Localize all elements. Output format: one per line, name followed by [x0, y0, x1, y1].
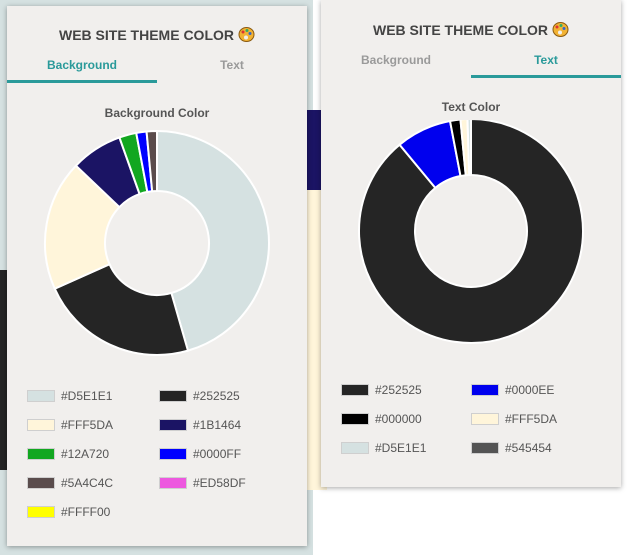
tab-text[interactable]: Text	[534, 53, 558, 67]
legend-label: #FFF5DA	[505, 412, 558, 426]
legend-label: #ED58DF	[193, 476, 246, 490]
chart-title: Background Color	[104, 106, 210, 120]
donut-chart	[44, 129, 270, 356]
legend-label: #FFFF00	[61, 505, 111, 519]
legend-swatch	[27, 506, 55, 518]
legend-label: #D5E1E1	[375, 441, 427, 455]
active-tab-underline	[471, 75, 621, 78]
popup-title-row: WEB SITE THEME COLOR	[321, 21, 621, 41]
legend-swatch	[471, 384, 499, 396]
chart-title: Text Color	[441, 100, 501, 114]
popup-title: WEB SITE THEME COLOR	[59, 27, 234, 43]
donut-slice-d5e1e1[interactable]	[466, 120, 472, 177]
donut-slice-5a4c4c[interactable]	[145, 129, 158, 193]
legend-swatch	[341, 413, 369, 425]
legend-swatch	[27, 419, 55, 431]
legend-label: #000000	[375, 412, 422, 426]
legend-label: #252525	[375, 383, 422, 397]
tab-background[interactable]: Background	[46, 58, 117, 72]
donut-chart	[358, 120, 584, 344]
theme-color-popup-text: WEB SITE THEME COLOR Background Text Tex…	[321, 0, 621, 487]
legend-swatch	[159, 419, 187, 431]
donut-slice-252525[interactable]	[53, 262, 190, 356]
legend-swatch	[471, 413, 499, 425]
legend-label: #12A720	[61, 447, 110, 461]
popup-title-row: WEB SITE THEME COLOR	[7, 26, 307, 46]
legend-swatch	[341, 442, 369, 454]
legend-label: #545454	[505, 441, 552, 455]
legend-label: #0000FF	[193, 447, 242, 461]
palette-icon	[552, 21, 569, 41]
legend-label: #5A4C4C	[61, 476, 114, 490]
legend-swatch	[159, 477, 187, 489]
legend-label: #252525	[193, 389, 240, 403]
theme-color-popup-background: WEB SITE THEME COLOR Background Text Bac…	[7, 6, 307, 546]
donut-slice-252525[interactable]	[358, 120, 584, 344]
active-tab-underline	[7, 80, 157, 83]
legend-label: #1B1464	[193, 418, 242, 432]
legend-swatch	[341, 384, 369, 396]
legend-label: #FFF5DA	[61, 418, 114, 432]
legend-swatch	[27, 390, 55, 402]
legend-swatch	[27, 448, 55, 460]
legend-label: #0000EE	[505, 383, 555, 397]
donut-slice-fff5da[interactable]	[44, 164, 121, 290]
donut-slice-d5e1e1[interactable]	[156, 129, 270, 352]
legend-swatch	[159, 390, 187, 402]
legend-swatch	[27, 477, 55, 489]
legend-swatch	[471, 442, 499, 454]
legend-label: #D5E1E1	[61, 389, 113, 403]
tab-text[interactable]: Text	[220, 58, 244, 72]
palette-icon	[238, 26, 255, 46]
popup-title: WEB SITE THEME COLOR	[373, 22, 548, 38]
tab-background[interactable]: Background	[360, 53, 431, 67]
legend-swatch	[159, 448, 187, 460]
